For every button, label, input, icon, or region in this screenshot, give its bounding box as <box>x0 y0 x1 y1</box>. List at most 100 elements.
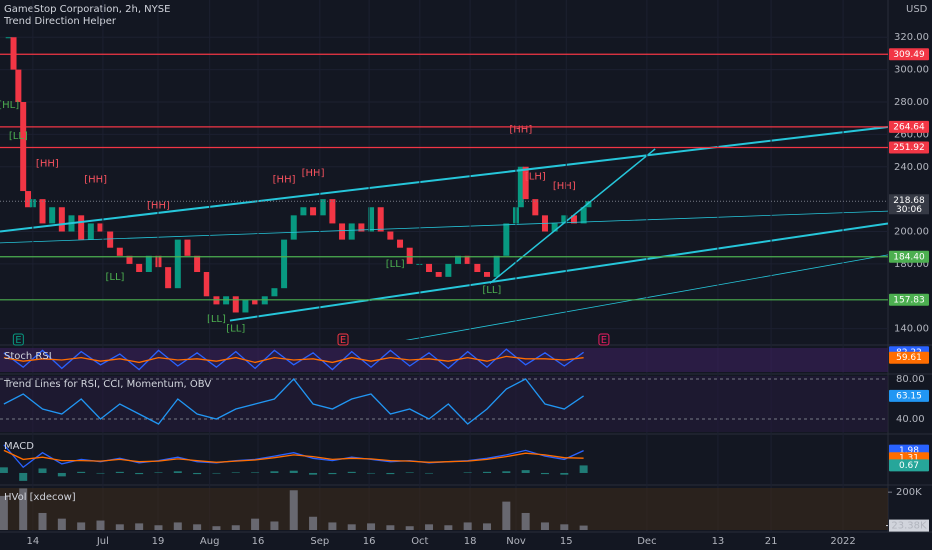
trend-line <box>0 210 888 244</box>
candle <box>78 215 85 240</box>
candle <box>368 207 375 232</box>
x-tick-label: 21 <box>765 536 778 547</box>
y-tick-label: 180.00 <box>894 259 929 270</box>
pattern-label: [LL] <box>9 131 28 142</box>
x-tick-label: 16 <box>363 536 376 547</box>
histogram-bar <box>193 472 202 475</box>
candle <box>561 215 568 224</box>
y-tick-label: 260.00 <box>894 129 929 140</box>
candle <box>435 272 442 277</box>
pattern-label: [HH] <box>302 168 325 179</box>
indicator-line <box>3 355 584 364</box>
x-tick-label: Dec <box>637 536 656 547</box>
event-marker <box>337 333 349 346</box>
last-value-label-box <box>889 389 929 402</box>
histogram-bar <box>212 472 221 474</box>
volume-bar <box>560 524 569 530</box>
indicator-line <box>3 378 584 425</box>
volume-bar <box>367 523 376 530</box>
pattern-label: [HH] <box>84 175 107 186</box>
x-tick-label: 16 <box>252 536 265 547</box>
histogram-bar <box>173 471 182 473</box>
candle <box>387 231 394 240</box>
candle <box>10 37 17 70</box>
candle <box>203 272 210 297</box>
candle <box>464 255 471 264</box>
candle <box>271 288 278 297</box>
last-price-box <box>889 194 929 215</box>
candle <box>20 102 27 192</box>
pattern-label: [LL] <box>106 272 125 283</box>
y-tick-label: 280.00 <box>894 97 929 108</box>
candle <box>522 166 529 200</box>
pattern-label: [LL] <box>386 259 405 270</box>
histogram-bar <box>251 472 260 473</box>
y-tick-label: 200.00 <box>894 227 929 238</box>
candle <box>252 299 259 305</box>
candle <box>493 255 500 277</box>
histogram-bar <box>328 472 337 475</box>
histogram-bar <box>77 471 86 473</box>
x-tick-label: 2022 <box>830 536 855 547</box>
level-label: 309.49 <box>893 50 925 60</box>
pane-title: Trend Lines for RSI, CCI, Momentum, OBV <box>3 379 211 390</box>
candle <box>165 267 172 289</box>
y-tick-label: 320.00 <box>894 32 929 43</box>
candle <box>570 215 577 224</box>
indicator-title: Trend Direction Helper <box>3 16 117 27</box>
volume-bar <box>115 524 124 530</box>
pane-background <box>0 488 888 530</box>
candle <box>58 207 65 232</box>
y-tick-label: 140.00 <box>894 324 929 335</box>
candle <box>339 223 346 240</box>
volume-bar <box>463 522 472 530</box>
currency: USD <box>906 4 928 15</box>
histogram-bar <box>386 472 395 475</box>
candle <box>184 239 191 256</box>
candle <box>145 255 152 272</box>
candle <box>474 263 481 272</box>
histogram-bar <box>135 472 144 475</box>
histogram-bar <box>96 472 105 474</box>
histogram-bar <box>57 472 66 477</box>
last-value-label: 23.38K <box>891 521 927 532</box>
level-label: 251.92 <box>893 143 925 153</box>
candle <box>136 263 143 272</box>
pane-title: HVol [xdecow] <box>4 492 76 503</box>
pane-title: Stoch RSI <box>4 351 52 362</box>
histogram-bar <box>560 472 569 475</box>
histogram-bar <box>231 472 240 473</box>
indicator-line <box>3 348 584 371</box>
pattern-label: [LL] <box>207 314 226 325</box>
volume-bar <box>444 525 453 530</box>
x-tick-label: Nov <box>506 536 526 547</box>
candle <box>406 247 413 264</box>
histogram-bar <box>270 471 279 473</box>
x-tick-label: 13 <box>712 536 725 547</box>
candle <box>445 263 452 277</box>
candle <box>87 223 94 240</box>
volume-bar <box>309 516 318 530</box>
x-tick-label: 19 <box>152 536 165 547</box>
level-label-box <box>889 293 929 306</box>
candle <box>580 207 587 224</box>
volume-bar <box>482 523 491 530</box>
pane-title: MACD <box>4 441 34 452</box>
candle <box>242 299 249 313</box>
countdown: 30:06 <box>896 205 922 215</box>
x-tick-label: Aug <box>200 536 220 547</box>
last-value-label: 0.67 <box>899 461 919 471</box>
pattern-label: [HH] <box>273 175 296 186</box>
last-value-label: 1.31 <box>899 454 919 464</box>
pattern-label: [HL] <box>0 100 19 111</box>
histogram-bar <box>405 472 414 473</box>
x-tick-label: 14 <box>26 536 39 547</box>
candle <box>25 191 32 208</box>
volume-bar <box>540 522 549 530</box>
volume-bar <box>270 521 279 530</box>
volume-bar <box>173 522 182 530</box>
candle <box>377 207 384 232</box>
volume-bar <box>231 525 240 530</box>
histogram-bar <box>540 472 549 475</box>
